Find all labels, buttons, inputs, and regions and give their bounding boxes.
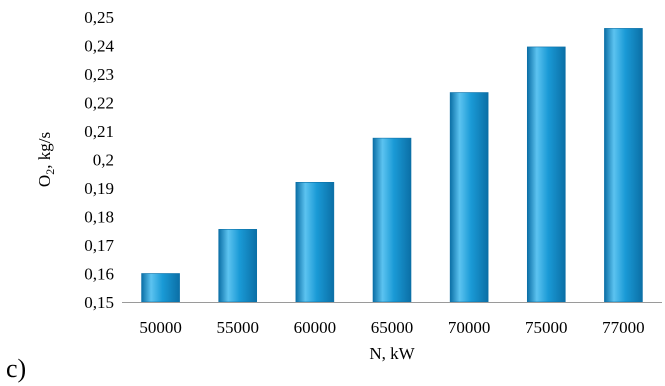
x-axis-ticks: 50000 55000 60000 65000 70000 75000 77000	[139, 318, 644, 337]
y-tick-label: 0,16	[84, 265, 114, 284]
bar	[295, 182, 335, 303]
bar	[449, 92, 489, 303]
y-tick-label: 0,22	[84, 94, 114, 113]
y-axis-ticks: 0,15 0,16 0,17 0,18 0,19 0,2 0,21 0,22 0,23 0,24 0…	[84, 8, 114, 312]
y-tick-label: 0,17	[84, 236, 114, 255]
y-tick-label: 0,18	[84, 208, 114, 227]
bars-group	[141, 28, 643, 303]
x-tick-label: 55000	[216, 318, 259, 337]
y-tick-label: 0,21	[84, 122, 114, 141]
bar	[218, 229, 258, 303]
y-axis-title: O2, kg/s	[35, 132, 57, 187]
y-tick-label: 0,25	[84, 8, 114, 27]
bar	[526, 46, 566, 303]
y-axis-title-subscript: 2	[43, 169, 57, 175]
x-axis-title: N, kW	[369, 344, 415, 363]
y-tick-label: 0,19	[84, 179, 114, 198]
bar	[141, 273, 180, 303]
panel-label: c)	[6, 354, 26, 383]
x-tick-label: 70000	[448, 318, 491, 337]
bar	[372, 137, 412, 303]
bar	[604, 28, 643, 303]
x-tick-label: 77000	[602, 318, 645, 337]
x-tick-label: 50000	[139, 318, 182, 337]
y-tick-label: 0,23	[84, 65, 114, 84]
x-tick-label: 65000	[371, 318, 414, 337]
x-tick-label: 60000	[294, 318, 337, 337]
y-tick-label: 0,2	[93, 151, 114, 170]
y-axis-title-main: O	[35, 175, 54, 187]
y-tick-label: 0,24	[84, 37, 114, 56]
y-axis-title-unit: , kg/s	[35, 132, 54, 169]
x-tick-label: 75000	[525, 318, 568, 337]
y-tick-label: 0,15	[84, 293, 114, 312]
